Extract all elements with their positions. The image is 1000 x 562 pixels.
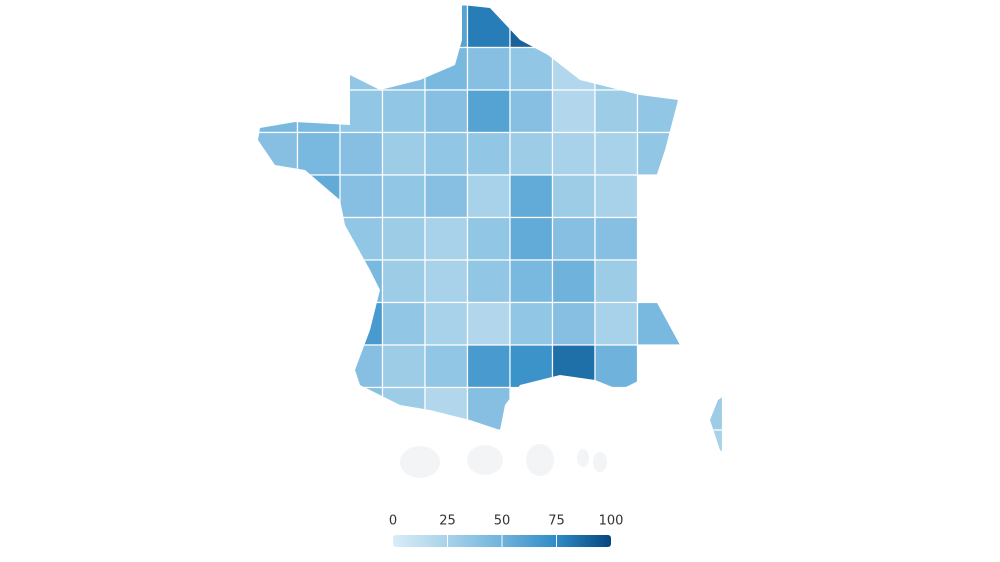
region [424,301,469,346]
region [509,5,554,49]
region [636,301,681,346]
region [339,131,384,176]
region [381,344,426,389]
region [339,89,384,134]
region [466,46,511,91]
region [466,174,511,219]
region [296,89,341,134]
region [636,131,681,176]
region [339,386,384,431]
region [296,131,341,176]
region [679,386,724,431]
region [466,301,511,346]
region [339,259,384,304]
colorbar-tick-label: 100 [599,514,624,529]
region [258,131,299,176]
region [381,46,426,91]
region [636,89,681,134]
region [381,216,426,261]
region [258,89,299,134]
region [551,46,596,91]
region [381,174,426,219]
region [509,344,554,389]
region [551,131,596,176]
region [424,89,469,134]
region [424,131,469,176]
colorbar-tick-label: 50 [494,514,511,529]
region [466,344,511,389]
region [424,5,469,49]
region [551,174,596,219]
region [424,46,469,91]
region [381,89,426,134]
region [466,131,511,176]
region [551,259,596,304]
region [466,216,511,261]
region [466,89,511,134]
region [424,174,469,219]
region [466,5,511,49]
region [381,301,426,346]
region [594,216,639,261]
region [594,301,639,346]
region [381,259,426,304]
region [594,344,639,389]
colorbar-tick-label: 25 [439,514,456,529]
region [509,216,554,261]
region [594,89,639,134]
region [509,131,554,176]
region [509,259,554,304]
region [381,386,426,431]
region [466,386,511,431]
region [594,131,639,176]
region [594,174,639,219]
region [551,216,596,261]
regions [258,5,724,460]
region [551,344,596,389]
region [339,216,384,261]
region [381,131,426,176]
region [466,259,511,304]
region [296,216,341,261]
region [339,301,384,346]
region [339,46,384,91]
region [509,301,554,346]
region [296,259,341,304]
region [424,386,469,431]
region [594,259,639,304]
colorbar-tick-label: 0 [389,514,397,529]
region [296,174,341,219]
region [424,216,469,261]
region [339,174,384,219]
region [424,259,469,304]
region [509,89,554,134]
region [339,344,384,389]
region [509,46,554,91]
region [551,89,596,134]
region [594,46,639,91]
region [509,174,554,219]
region [636,46,681,91]
region [424,344,469,389]
color-legend: 0 25 50 75 100 [389,514,624,547]
region [679,429,724,460]
region [551,301,596,346]
colorbar-tick-label: 75 [548,514,565,529]
overseas-territories [400,444,607,478]
